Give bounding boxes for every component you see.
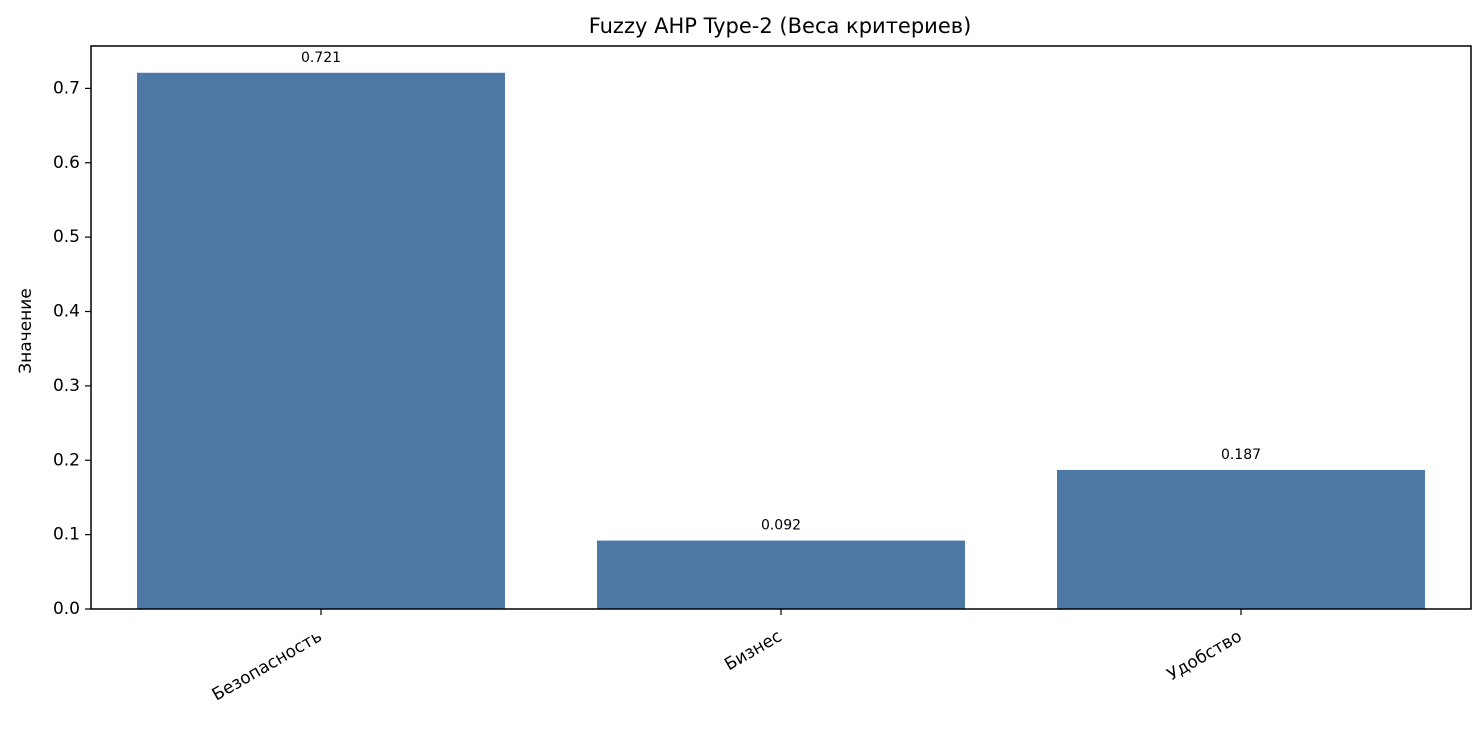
y-tick-label: 0.5 (53, 227, 80, 247)
bar (137, 72, 505, 609)
x-tick-label: Бизнес (721, 626, 785, 675)
y-tick-label: 0.6 (53, 153, 80, 173)
bar-value-label: 0.092 (761, 518, 801, 534)
y-tick-label: 0.7 (53, 78, 80, 98)
y-tick-label: 0.2 (53, 450, 80, 470)
y-tick-label: 0.0 (53, 599, 80, 619)
x-tick-label: Удобство (1164, 626, 1246, 685)
bar-value-label: 0.187 (1221, 447, 1261, 463)
plot-area-frame (90, 45, 1472, 610)
y-axis: 0.0 0.1 0.2 0.3 0.4 0.5 0.6 0.7 (53, 78, 91, 619)
data-labels-group: 0.721 0.092 0.187 (301, 50, 1261, 534)
y-tick-label: 0.3 (53, 376, 80, 396)
y-tick-label: 0.4 (53, 302, 80, 322)
x-axis: Безопасность Бизнес Удобство (209, 609, 1246, 705)
bar (597, 540, 965, 609)
y-tick-label: 0.1 (53, 525, 80, 545)
y-axis-label: Значение (16, 288, 36, 374)
bars-group (137, 72, 1425, 609)
bar-value-label: 0.721 (301, 50, 341, 66)
x-tick-label: Безопасность (209, 626, 326, 705)
chart-title: Fuzzy AHP Type-2 (Веса критериев) (589, 14, 972, 38)
bar (1057, 469, 1425, 609)
